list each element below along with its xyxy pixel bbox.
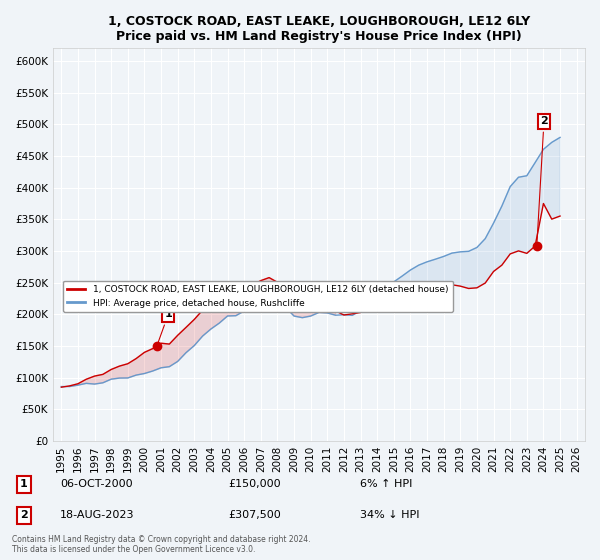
Text: 1: 1 [20,479,28,489]
Text: 2: 2 [537,116,548,244]
Text: £307,500: £307,500 [228,510,281,520]
Text: 1: 1 [158,309,172,343]
Text: 6% ↑ HPI: 6% ↑ HPI [360,479,412,489]
Legend: 1, COSTOCK ROAD, EAST LEAKE, LOUGHBOROUGH, LE12 6LY (detached house), HPI: Avera: 1, COSTOCK ROAD, EAST LEAKE, LOUGHBOROUG… [63,281,452,312]
Text: Contains HM Land Registry data © Crown copyright and database right 2024.
This d: Contains HM Land Registry data © Crown c… [12,535,311,554]
Title: 1, COSTOCK ROAD, EAST LEAKE, LOUGHBOROUGH, LE12 6LY
Price paid vs. HM Land Regis: 1, COSTOCK ROAD, EAST LEAKE, LOUGHBOROUG… [108,15,530,43]
Text: £150,000: £150,000 [228,479,281,489]
Text: 18-AUG-2023: 18-AUG-2023 [60,510,134,520]
Text: 06-OCT-2000: 06-OCT-2000 [60,479,133,489]
Text: 34% ↓ HPI: 34% ↓ HPI [360,510,419,520]
Text: 2: 2 [20,510,28,520]
